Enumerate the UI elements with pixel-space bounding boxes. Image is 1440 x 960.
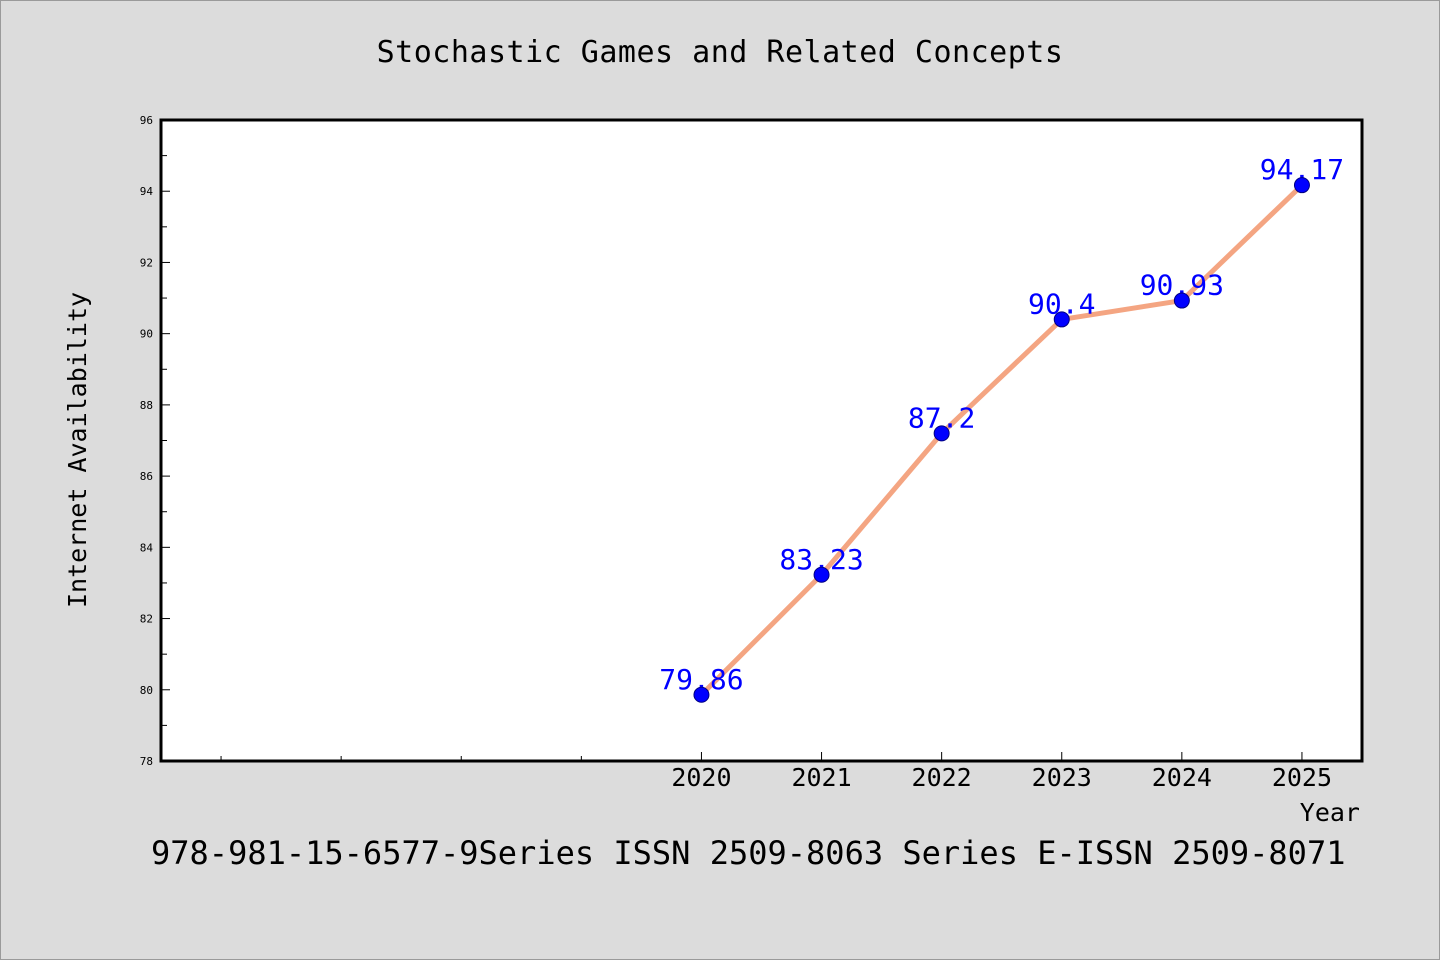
data-point [933,425,950,442]
data-point [693,686,710,703]
y-axis: 78 80 82 84 86 88 90 92 94 96 [140,114,170,768]
y-tick-label: 96 [140,114,153,127]
y-axis-title: Internet Availability [63,292,92,608]
series-line [698,182,1305,698]
x-tick-label: 2021 [791,763,851,792]
x-axis: 2020 2021 2022 2023 2024 2025 [220,752,1332,792]
x-tick-label: 2022 [912,763,972,792]
y-tick-label: 92 [140,256,153,269]
data-point [1053,311,1070,328]
x-axis-title: Year [1300,798,1360,827]
y-tick-label: 90 [140,328,153,341]
data-point [1293,177,1310,194]
x-tick-label: 2020 [671,763,731,792]
y-tick-label: 82 [140,613,153,626]
y-tick-label: 94 [140,185,154,198]
y-tick-label: 80 [140,684,153,697]
plot-area [159,118,1364,763]
y-tick-label: 86 [140,470,153,483]
x-tick-label: 2025 [1272,763,1332,792]
data-point [813,566,830,583]
footer-note: 978-981-15-6577-9Series ISSN 2509-8063 S… [151,834,1346,872]
y-tick-label: 84 [140,541,154,554]
x-tick-label: 2023 [1032,763,1092,792]
y-tick-label: 88 [140,399,153,412]
data-point [1173,292,1190,309]
chart-title: Stochastic Games and Related Concepts [376,35,1064,70]
x-tick-label: 2024 [1152,763,1212,792]
y-tick-label: 78 [140,755,153,768]
